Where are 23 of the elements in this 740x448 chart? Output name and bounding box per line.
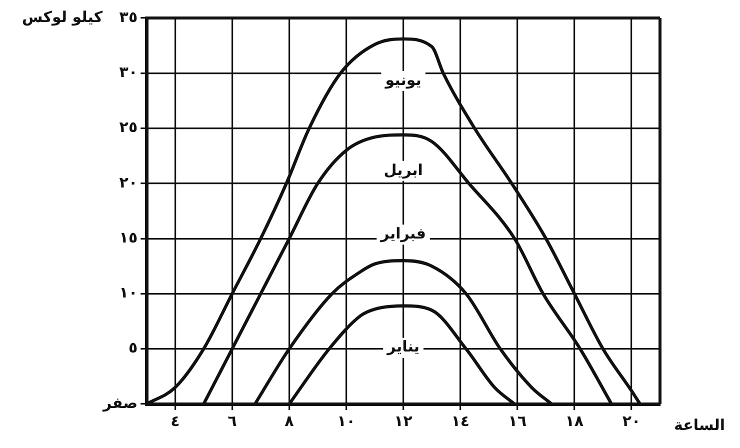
x-axis-title: الساعة: [674, 416, 726, 434]
y-tick-label: ١٠: [119, 284, 138, 302]
series-label: ابريل: [384, 160, 423, 179]
y-tick-label: ٣٠: [119, 63, 138, 82]
y-axis-title: كيلو لوكس: [22, 8, 103, 26]
x-tick-label: ١٨: [565, 412, 584, 430]
y-tick-label: ١٥: [119, 228, 138, 246]
series-label: يناير: [386, 338, 420, 356]
y-tick-label: ٢٠: [119, 173, 138, 192]
y-tick-label: ٥: [128, 338, 138, 357]
x-tick-label: ٢٠: [622, 412, 641, 430]
x-tick-label: ٨: [284, 412, 294, 430]
x-tick-label: ٤: [170, 412, 180, 430]
x-tick-label: ١٢: [394, 412, 412, 430]
x-tick-label: ١٠: [337, 412, 356, 430]
x-tick-label: ١٦: [508, 412, 527, 430]
y-tick-label: ٣٥: [119, 8, 138, 26]
x-tick-label: ١٤: [451, 412, 470, 430]
y-tick-label: صفر: [102, 394, 138, 412]
series-label: يونيو: [384, 70, 422, 89]
x-tick-label: ٦: [228, 412, 237, 430]
series-label: فبراير: [380, 224, 426, 243]
y-tick-label: ٢٥: [119, 118, 138, 136]
